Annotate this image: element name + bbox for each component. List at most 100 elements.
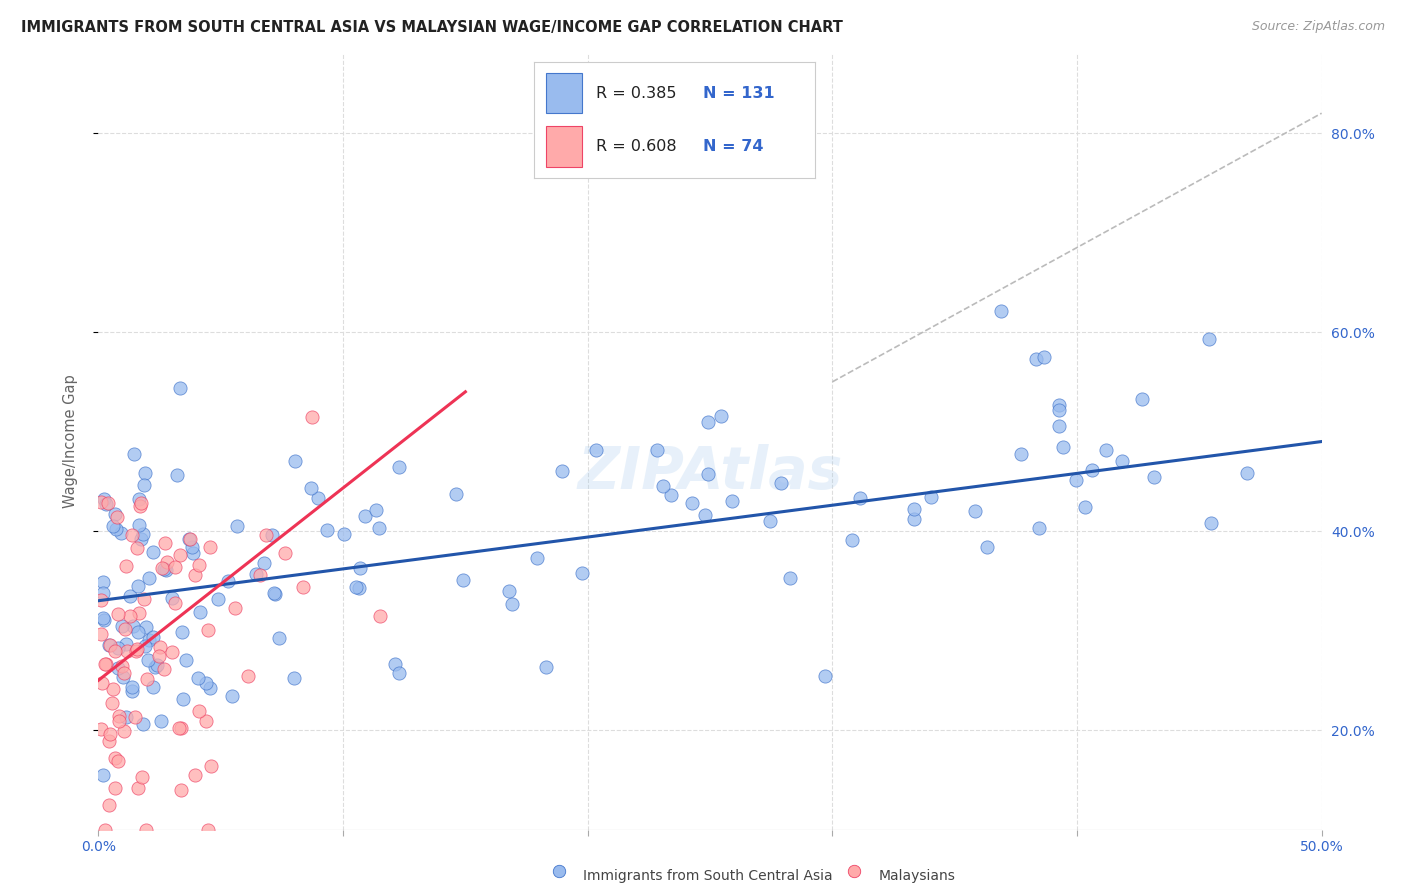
Text: N = 74: N = 74 [703, 139, 763, 154]
Point [262, 528, 284, 542]
Point [101, 682, 124, 697]
Point [534, 660, 557, 674]
Point [197, 624, 219, 638]
Point [112, 666, 135, 681]
Y-axis label: Wage/Income Gap: Wage/Income Gap [63, 375, 77, 508]
Point [194, 714, 217, 728]
Point [142, 630, 165, 644]
Point [111, 658, 134, 673]
Point [308, 491, 330, 505]
Point [91, 585, 114, 599]
Point [100, 727, 122, 741]
Point [1052, 440, 1074, 454]
Point [364, 503, 387, 517]
Point [166, 468, 188, 483]
Point [155, 536, 177, 550]
Point [225, 519, 247, 533]
Point [849, 491, 872, 505]
Point [1081, 463, 1104, 477]
Point [129, 500, 152, 514]
Point [121, 619, 143, 633]
Point [1047, 419, 1070, 434]
Point [129, 496, 152, 510]
Point [138, 571, 160, 585]
Bar [546, 126, 582, 167]
Point [1111, 453, 1133, 467]
Point [91, 610, 114, 624]
Point [135, 620, 157, 634]
Point [238, 669, 260, 683]
Text: IMMIGRANTS FROM SOUTH CENTRAL ASIA VS MALAYSIAN WAGE/INCOME GAP CORRELATION CHAR: IMMIGRANTS FROM SOUTH CENTRAL ASIA VS MA… [21, 20, 844, 35]
Point [93, 491, 115, 506]
Point [120, 590, 142, 604]
Point [115, 637, 138, 651]
Point [149, 714, 172, 729]
Point [128, 606, 150, 620]
Point [245, 566, 267, 581]
Point [180, 540, 202, 554]
Point [112, 670, 135, 684]
Point [104, 750, 127, 764]
Point [283, 671, 305, 685]
Point [759, 514, 782, 528]
Point [97, 638, 120, 652]
Point [118, 609, 141, 624]
Point [263, 585, 285, 599]
Point [224, 601, 246, 615]
Point [347, 581, 370, 595]
Point [135, 822, 157, 837]
Point [170, 783, 193, 797]
Point [170, 625, 193, 640]
Point [814, 668, 837, 682]
Point [965, 504, 987, 518]
Point [125, 644, 148, 658]
Point [181, 546, 204, 560]
Point [131, 717, 153, 731]
Point [841, 533, 863, 547]
Point [388, 460, 411, 475]
Point [384, 657, 406, 671]
Point [844, 863, 866, 878]
Point [368, 608, 391, 623]
Text: R = 0.385: R = 0.385 [596, 86, 676, 101]
Point [651, 478, 673, 492]
Point [107, 640, 129, 655]
Point [142, 680, 165, 694]
Point [132, 592, 155, 607]
Point [160, 645, 183, 659]
Point [349, 560, 371, 574]
Point [121, 683, 143, 698]
Point [920, 491, 942, 505]
Point [156, 555, 179, 569]
Point [93, 575, 115, 590]
Point [179, 532, 201, 546]
Point [127, 641, 149, 656]
Point [90, 675, 112, 690]
Point [114, 559, 136, 574]
Point [221, 689, 243, 703]
Point [498, 583, 520, 598]
Point [252, 556, 274, 570]
Point [90, 495, 112, 509]
Point [134, 466, 156, 480]
Point [695, 508, 717, 523]
Point [451, 573, 474, 587]
Point [134, 639, 156, 653]
Point [720, 493, 742, 508]
Point [284, 454, 307, 468]
Point [104, 643, 127, 657]
Point [127, 625, 149, 640]
Point [112, 723, 135, 738]
Text: N = 131: N = 131 [703, 86, 775, 101]
Point [1198, 332, 1220, 346]
Point [148, 648, 170, 663]
Point [114, 709, 136, 723]
Point [1047, 398, 1070, 412]
Point [121, 680, 143, 694]
Point [194, 676, 217, 690]
Text: R = 0.608: R = 0.608 [596, 139, 676, 154]
Point [1025, 351, 1047, 366]
Text: ZIPAtlas: ZIPAtlas [578, 444, 842, 501]
Point [254, 528, 277, 542]
Point [142, 545, 165, 559]
